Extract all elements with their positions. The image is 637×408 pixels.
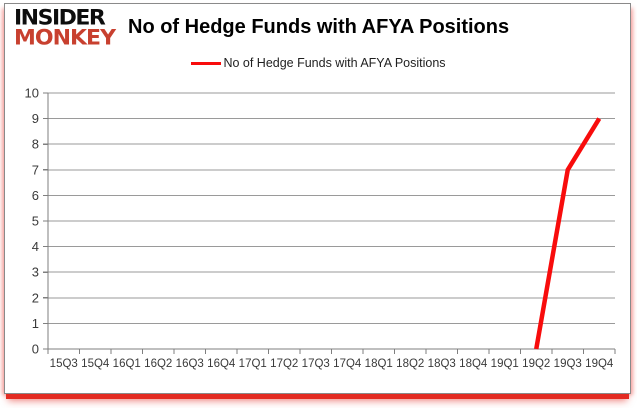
x-axis-label-19Q4: 19Q4 xyxy=(585,358,614,370)
y-axis-label-0: 0 xyxy=(32,342,39,357)
y-axis-label-2: 2 xyxy=(32,290,39,305)
x-axis-label-17Q1: 17Q1 xyxy=(239,358,267,370)
y-axis-label-10: 10 xyxy=(25,86,39,101)
insider-monkey-logo: INSIDER MONKEY xyxy=(14,6,116,51)
x-axis-label-19Q3: 19Q3 xyxy=(554,358,582,370)
x-axis-label-18Q1: 18Q1 xyxy=(365,358,393,370)
legend-line-swatch xyxy=(191,61,222,65)
chart-title: No of Hedge Funds with AFYA Positions xyxy=(128,16,510,38)
x-axis-label-17Q4: 17Q4 xyxy=(333,358,362,370)
legend-label: No of Hedge Funds with AFYA Positions xyxy=(223,56,446,70)
x-axis-label-17Q3: 17Q3 xyxy=(302,358,330,370)
logo-text-monkey: MONKEY xyxy=(14,26,116,51)
x-axis-label-16Q3: 16Q3 xyxy=(176,358,204,370)
logo-text-insider: INSIDER xyxy=(14,6,106,31)
y-axis-label-5: 5 xyxy=(32,214,39,229)
x-axis-label-16Q1: 16Q1 xyxy=(113,358,141,370)
x-axis-label-18Q2: 18Q2 xyxy=(396,358,424,370)
x-axis-label-19Q2: 19Q2 xyxy=(522,358,550,370)
x-axis-label-16Q4: 16Q4 xyxy=(207,358,236,370)
x-axis-label-18Q3: 18Q3 xyxy=(428,358,456,370)
x-axis-label-16Q2: 16Q2 xyxy=(144,358,172,370)
y-axis-label-3: 3 xyxy=(32,265,39,280)
x-axis-label-15Q4: 15Q4 xyxy=(81,358,110,370)
x-axis-label-19Q1: 19Q1 xyxy=(491,358,519,370)
legend: No of Hedge Funds with AFYA Positions xyxy=(0,56,637,70)
y-axis-label-9: 9 xyxy=(32,111,39,126)
series-line-0 xyxy=(534,117,602,350)
y-axis-label-6: 6 xyxy=(32,188,39,203)
y-axis-label-1: 1 xyxy=(32,316,39,331)
x-axis-label-18Q4: 18Q4 xyxy=(459,358,488,370)
y-axis-label-4: 4 xyxy=(32,239,39,254)
chart-frame xyxy=(4,3,631,394)
x-axis-label-15Q3: 15Q3 xyxy=(50,358,78,370)
y-axis-label-7: 7 xyxy=(32,162,39,177)
x-axis-label-17Q2: 17Q2 xyxy=(270,358,298,370)
y-axis-label-8: 8 xyxy=(32,137,39,152)
